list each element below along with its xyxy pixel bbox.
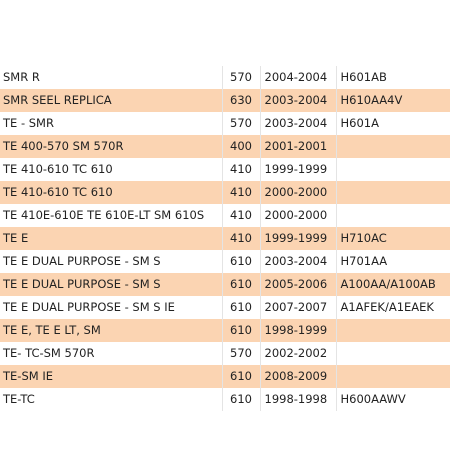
table-row: TE 400-570 SM 570R 400 2001-2001: [0, 135, 450, 158]
code-cell: H601A: [336, 112, 450, 135]
model-cell: TE E, TE E LT, SM: [0, 319, 223, 342]
years-cell: 1998-1999: [260, 319, 337, 342]
cc-cell: 610: [222, 250, 261, 273]
years-cell: 2003-2004: [260, 89, 337, 112]
cc-cell: 570: [222, 66, 261, 89]
model-cell: TE E DUAL PURPOSE - SM S IE: [0, 296, 223, 319]
years-cell: 2000-2000: [260, 204, 337, 227]
model-cell: TE E DUAL PURPOSE - SM S: [0, 273, 223, 296]
table-row: TE E DUAL PURPOSE - SM S IE 610 2007-200…: [0, 296, 450, 319]
years-cell: 2001-2001: [260, 135, 337, 158]
model-cell: TE-SM IE: [0, 365, 223, 388]
model-compatibility-table-container: SMR R 570 2004-2004 H601AB SMR SEEL REPL…: [0, 66, 450, 411]
cc-cell: 410: [222, 181, 261, 204]
table-row: TE E, TE E LT, SM 610 1998-1999: [0, 319, 450, 342]
cc-cell: 570: [222, 112, 261, 135]
model-cell: TE 410-610 TC 610: [0, 181, 223, 204]
code-cell: [336, 342, 450, 365]
model-cell: TE 410-610 TC 610: [0, 158, 223, 181]
model-cell: TE 400-570 SM 570R: [0, 135, 223, 158]
model-cell: TE E DUAL PURPOSE - SM S: [0, 250, 223, 273]
years-cell: 2005-2006: [260, 273, 337, 296]
table-row: TE - SMR 570 2003-2004 H601A: [0, 112, 450, 135]
cc-cell: 610: [222, 296, 261, 319]
code-cell: [336, 135, 450, 158]
model-cell: TE - SMR: [0, 112, 223, 135]
code-cell: [336, 365, 450, 388]
code-cell: H710AC: [336, 227, 450, 250]
cc-cell: 630: [222, 89, 261, 112]
code-cell: A1AFEK/A1EAEK: [336, 296, 450, 319]
table-row: TE E DUAL PURPOSE - SM S 610 2003-2004 H…: [0, 250, 450, 273]
years-cell: 1999-1999: [260, 158, 337, 181]
code-cell: H601AB: [336, 66, 450, 89]
cc-cell: 610: [222, 273, 261, 296]
model-cell: TE E: [0, 227, 223, 250]
years-cell: 2008-2009: [260, 365, 337, 388]
years-cell: 2002-2002: [260, 342, 337, 365]
cc-cell: 610: [222, 388, 261, 411]
code-cell: [336, 319, 450, 342]
cc-cell: 400: [222, 135, 261, 158]
table-row: SMR R 570 2004-2004 H601AB: [0, 66, 450, 89]
code-cell: H610AA4V: [336, 89, 450, 112]
cc-cell: 570: [222, 342, 261, 365]
code-cell: H701AA: [336, 250, 450, 273]
table-row: TE-TC 610 1998-1998 H600AAWV: [0, 388, 450, 411]
table-row: TE 410E-610E TE 610E-LT SM 610S 410 2000…: [0, 204, 450, 227]
cc-cell: 410: [222, 204, 261, 227]
table-row: SMR SEEL REPLICA 630 2003-2004 H610AA4V: [0, 89, 450, 112]
table-row: TE- TC-SM 570R 570 2002-2002: [0, 342, 450, 365]
cc-cell: 410: [222, 227, 261, 250]
model-cell: SMR SEEL REPLICA: [0, 89, 223, 112]
years-cell: 1998-1998: [260, 388, 337, 411]
years-cell: 2003-2004: [260, 250, 337, 273]
code-cell: H600AAWV: [336, 388, 450, 411]
years-cell: 2000-2000: [260, 181, 337, 204]
model-cell: TE 410E-610E TE 610E-LT SM 610S: [0, 204, 223, 227]
cc-cell: 610: [222, 365, 261, 388]
model-cell: TE- TC-SM 570R: [0, 342, 223, 365]
code-cell: A100AA/A100AB: [336, 273, 450, 296]
model-compatibility-table: SMR R 570 2004-2004 H601AB SMR SEEL REPL…: [0, 66, 450, 411]
cc-cell: 610: [222, 319, 261, 342]
table-row: TE E 410 1999-1999 H710AC: [0, 227, 450, 250]
years-cell: 2007-2007: [260, 296, 337, 319]
table-row: TE 410-610 TC 610 410 2000-2000: [0, 181, 450, 204]
years-cell: 2004-2004: [260, 66, 337, 89]
code-cell: [336, 181, 450, 204]
code-cell: [336, 158, 450, 181]
table-body: SMR R 570 2004-2004 H601AB SMR SEEL REPL…: [0, 66, 450, 411]
table-row: TE-SM IE 610 2008-2009: [0, 365, 450, 388]
model-cell: TE-TC: [0, 388, 223, 411]
table-row: TE 410-610 TC 610 410 1999-1999: [0, 158, 450, 181]
cc-cell: 410: [222, 158, 261, 181]
code-cell: [336, 204, 450, 227]
years-cell: 1999-1999: [260, 227, 337, 250]
years-cell: 2003-2004: [260, 112, 337, 135]
table-row: TE E DUAL PURPOSE - SM S 610 2005-2006 A…: [0, 273, 450, 296]
model-cell: SMR R: [0, 66, 223, 89]
